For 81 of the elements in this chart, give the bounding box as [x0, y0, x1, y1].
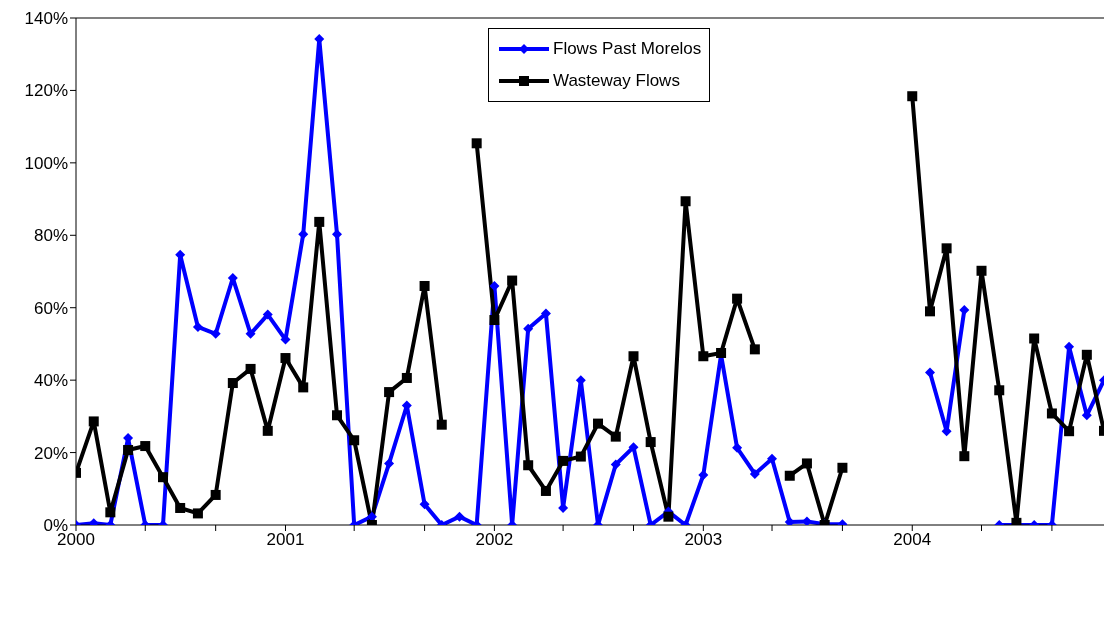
- point: [523, 323, 534, 334]
- point: [994, 385, 1005, 396]
- point: [210, 489, 221, 500]
- point: [941, 243, 952, 254]
- legend-label: Flows Past Morelos: [553, 39, 702, 59]
- point: [959, 304, 970, 315]
- point: [454, 511, 465, 522]
- point: [314, 216, 325, 227]
- point: [558, 455, 569, 466]
- point: [959, 451, 970, 462]
- point: [698, 351, 709, 362]
- point: [419, 280, 430, 291]
- point: [158, 472, 168, 483]
- point: [210, 328, 221, 339]
- point: [593, 418, 604, 429]
- point: [575, 451, 586, 462]
- point: [784, 470, 795, 481]
- y-tick-label: 120%: [24, 81, 68, 101]
- point: [332, 410, 343, 421]
- point: [663, 511, 674, 522]
- point: [489, 280, 500, 291]
- point: [298, 382, 309, 393]
- point: [610, 459, 621, 470]
- y-tick-label: 80%: [33, 226, 68, 246]
- point: [1081, 349, 1092, 360]
- point: [523, 460, 534, 471]
- point: [401, 372, 412, 383]
- y-tick-label: 20%: [33, 443, 68, 463]
- point: [88, 416, 99, 427]
- y-tick-label: 140%: [24, 9, 68, 29]
- point: [628, 351, 639, 362]
- point: [192, 321, 203, 332]
- y-tick-label: 40%: [33, 371, 68, 391]
- point: [610, 431, 621, 442]
- point: [925, 367, 935, 378]
- point: [349, 435, 360, 446]
- point: [123, 445, 134, 456]
- point: [698, 470, 709, 481]
- point: [680, 196, 691, 207]
- legend-label: Wasteway Flows: [553, 71, 680, 91]
- point: [436, 419, 447, 430]
- point: [784, 517, 795, 525]
- point: [976, 265, 987, 276]
- point: [801, 458, 812, 469]
- point: [749, 468, 760, 479]
- point: [140, 441, 151, 452]
- point: [262, 309, 273, 320]
- point: [1064, 426, 1075, 437]
- point: [628, 442, 639, 453]
- point: [507, 275, 518, 286]
- point: [298, 229, 309, 240]
- point: [732, 293, 743, 304]
- x-tick-label: 2001: [266, 530, 305, 550]
- point: [645, 437, 656, 448]
- point: [1029, 333, 1040, 344]
- point: [489, 315, 500, 326]
- point: [245, 328, 256, 339]
- y-tick-label: 60%: [33, 298, 68, 318]
- point: [749, 344, 760, 355]
- point: [732, 442, 743, 453]
- point: [384, 458, 395, 469]
- point: [384, 387, 395, 398]
- point: [262, 425, 273, 436]
- y-tick-label: 100%: [24, 153, 68, 173]
- point: [837, 462, 848, 473]
- point: [767, 453, 778, 464]
- x-tick-label: 2003: [684, 530, 723, 550]
- point: [925, 306, 935, 317]
- point: [227, 378, 238, 389]
- point: [540, 485, 551, 496]
- point: [1046, 408, 1057, 419]
- point: [105, 507, 116, 518]
- point: [907, 91, 918, 102]
- point: [471, 138, 482, 149]
- point: [175, 502, 186, 513]
- x-tick-label: 2002: [475, 530, 514, 550]
- point: [245, 363, 256, 374]
- point: [192, 508, 203, 519]
- point: [280, 353, 291, 364]
- x-tick-label: 2004: [893, 530, 932, 550]
- point: [419, 499, 430, 510]
